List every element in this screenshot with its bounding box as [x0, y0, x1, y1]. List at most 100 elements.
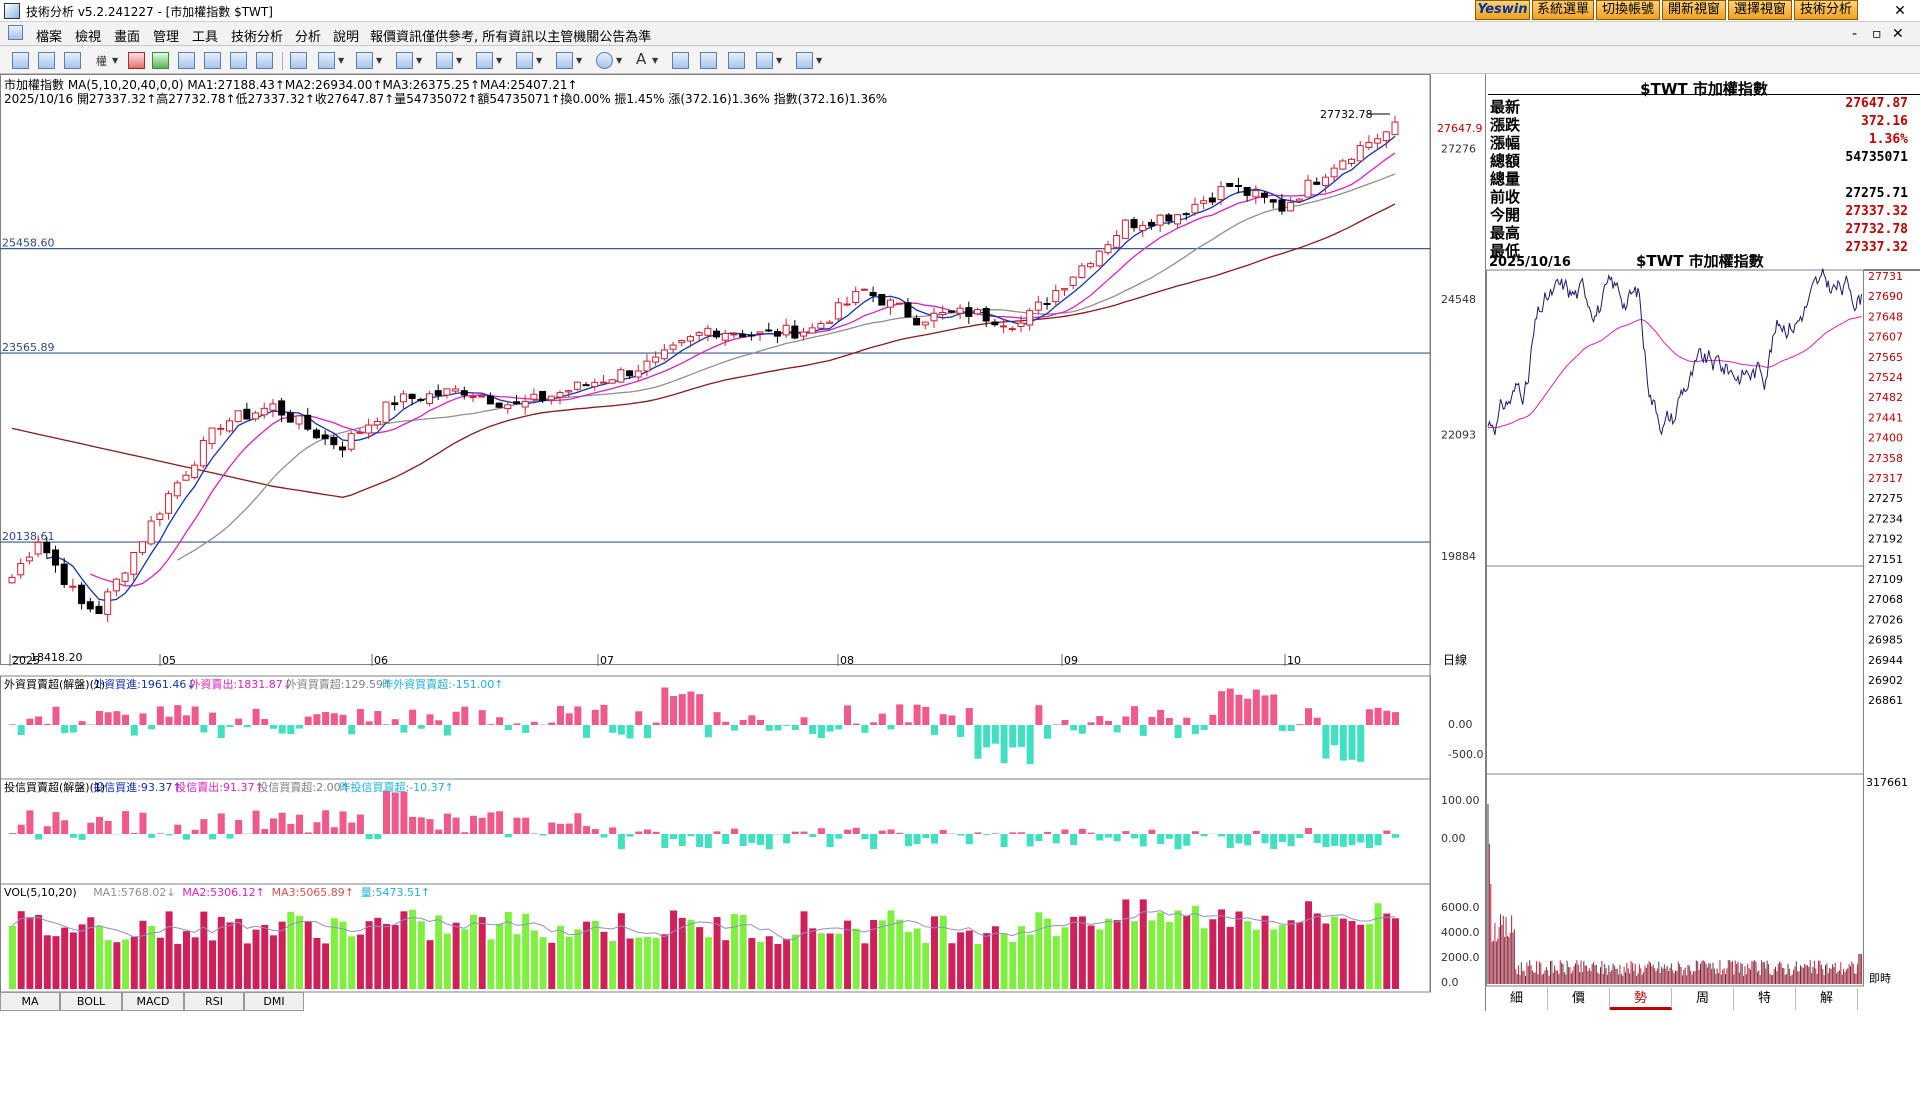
tab-ma[interactable]: MA — [0, 992, 60, 1011]
parallel-icon[interactable] — [516, 52, 533, 69]
foreign-net-bar — [427, 714, 434, 725]
new-window-button[interactable]: 開新視窗 — [1662, 0, 1726, 20]
fib-line-icon[interactable] — [356, 52, 373, 69]
right-tab-5[interactable]: 解 — [1796, 988, 1858, 1010]
intraday-volume-max: 317661 — [1866, 776, 1908, 789]
close-icon[interactable]: ✕ — [1890, 3, 1910, 19]
switch-account-button[interactable]: 切換帳號 — [1596, 0, 1660, 20]
draw-select-icon[interactable] — [290, 52, 307, 69]
foreign-panel-header: 昨外資買賣超:-151.00↑ — [382, 677, 503, 691]
text-caret-icon[interactable]: ▼ — [652, 56, 658, 65]
save-caret-icon[interactable]: ▼ — [816, 56, 822, 65]
fan-line-icon[interactable] — [436, 52, 453, 69]
foreign-net-bar — [435, 720, 442, 725]
grid-color-icon[interactable] — [756, 52, 773, 69]
eraser-icon[interactable] — [700, 52, 717, 69]
trust-net-bar — [453, 818, 460, 834]
trust-net-bar — [1288, 834, 1295, 846]
foreign-net-bar — [374, 711, 381, 725]
foreign-net-bar — [1140, 725, 1147, 736]
foreign-net-bar — [1322, 725, 1329, 759]
red-tool-icon[interactable] — [128, 52, 145, 69]
rectangle-caret-icon[interactable]: ▼ — [576, 56, 582, 65]
trend-line-caret-icon[interactable]: ▼ — [338, 56, 344, 65]
weight-label-icon[interactable]: 權 — [96, 53, 107, 69]
minimize-icon[interactable]: - — [1852, 26, 1857, 42]
candle-body — [1009, 329, 1015, 330]
mdi-close-icon[interactable]: ✕ — [1892, 26, 1904, 42]
foreign-net-bar — [70, 725, 77, 732]
candle-chart-icon[interactable] — [12, 52, 29, 69]
foreign-net-bar — [131, 725, 138, 736]
foreign-net-bar — [453, 712, 460, 725]
dropdown-caret-icon[interactable]: ▼ — [112, 56, 118, 65]
system-menu-button[interactable]: 系統選單 — [1532, 0, 1594, 20]
volume-bar — [1166, 922, 1173, 989]
trust-net-bar — [644, 829, 651, 834]
right-tab-3[interactable]: 周 — [1672, 988, 1734, 1010]
axis-unit-label: 日線 — [1443, 652, 1467, 667]
menu-tools[interactable]: 工具 — [192, 26, 218, 45]
fan-caret-icon[interactable]: ▼ — [456, 56, 462, 65]
channel-caret-icon[interactable]: ▼ — [496, 56, 502, 65]
foreign-net-bar — [635, 711, 642, 725]
green-tool-icon[interactable] — [152, 52, 169, 69]
menu-screen[interactable]: 畫面 — [114, 26, 140, 45]
yeswin-logo-button[interactable]: Yeswin — [1475, 0, 1530, 20]
menu-file[interactable]: 檔案 — [36, 26, 62, 45]
tab-rsi[interactable]: RSI — [184, 992, 244, 1011]
chart-layout-1-icon[interactable] — [178, 52, 195, 69]
select-window-button[interactable]: 選擇視窗 — [1728, 0, 1792, 20]
trust-net-bar — [1244, 834, 1251, 845]
volume-bar — [1288, 920, 1295, 989]
right-tab-0[interactable]: 細 — [1486, 988, 1548, 1010]
menu-analysis[interactable]: 分析 — [295, 26, 321, 45]
copy-icon[interactable] — [672, 52, 689, 69]
ellipse-caret-icon[interactable]: ▼ — [616, 56, 622, 65]
menu-view[interactable]: 檢視 — [75, 26, 101, 45]
menu-technical-analysis[interactable]: 技術分析 — [231, 26, 283, 45]
chart-layout-4-icon[interactable] — [256, 52, 273, 69]
intraday-chart-svg[interactable]: 2025/10/16$TWT 市加權指數27731276902764827607… — [1486, 254, 1920, 1094]
tab-boll[interactable]: BOLL — [60, 992, 122, 1011]
foreign-net-bar — [1262, 695, 1269, 725]
right-tab-1[interactable]: 價 — [1548, 988, 1610, 1010]
vertical-caret-icon[interactable]: ▼ — [416, 56, 422, 65]
menu-help[interactable]: 說明 — [333, 26, 359, 45]
crosshair-icon[interactable] — [38, 52, 55, 69]
chart-layout-2-icon[interactable] — [204, 52, 221, 69]
window-title: 技術分析 v5.2.241227 - [市加權指數 $TWT] — [26, 3, 273, 20]
picture-icon[interactable] — [728, 52, 745, 69]
volume-bar — [774, 944, 781, 989]
fib-caret-icon[interactable]: ▼ — [376, 56, 382, 65]
parallel-caret-icon[interactable]: ▼ — [536, 56, 542, 65]
grid-caret-icon[interactable]: ▼ — [776, 56, 782, 65]
trust-net-bar — [435, 829, 442, 834]
foreign-net-bar — [548, 723, 555, 725]
channel-icon[interactable] — [476, 52, 493, 69]
save-icon[interactable] — [796, 52, 813, 69]
foreign-net-bar — [1209, 715, 1216, 725]
chart-layout-3-icon[interactable] — [230, 52, 247, 69]
restore-icon[interactable]: ▫ — [1872, 26, 1882, 42]
volume-bar — [61, 928, 68, 989]
ellipse-icon[interactable] — [596, 52, 613, 69]
trend-line-icon[interactable] — [318, 52, 335, 69]
menu-manage[interactable]: 管理 — [153, 26, 179, 45]
period-icon[interactable] — [64, 52, 81, 69]
candle-body — [696, 333, 702, 336]
rectangle-icon[interactable] — [556, 52, 573, 69]
vertical-lines-icon[interactable] — [396, 52, 413, 69]
volume-bar — [714, 917, 721, 989]
right-tab-4[interactable]: 特 — [1734, 988, 1796, 1010]
right-tab-2[interactable]: 勢 — [1610, 988, 1672, 1010]
main-chart-svg[interactable]: 25458.6023565.8920138.6127732.7818418.20… — [0, 74, 1485, 1011]
tab-dmi[interactable]: DMI — [244, 992, 304, 1011]
candle-body — [966, 308, 972, 317]
tab-macd[interactable]: MACD — [122, 992, 184, 1011]
technical-analysis-button[interactable]: 技術分析 — [1794, 0, 1858, 20]
ma4-line — [12, 204, 1395, 497]
text-tool-icon[interactable]: A — [636, 50, 646, 68]
volume-bar — [496, 924, 503, 989]
candle-body — [105, 592, 111, 614]
